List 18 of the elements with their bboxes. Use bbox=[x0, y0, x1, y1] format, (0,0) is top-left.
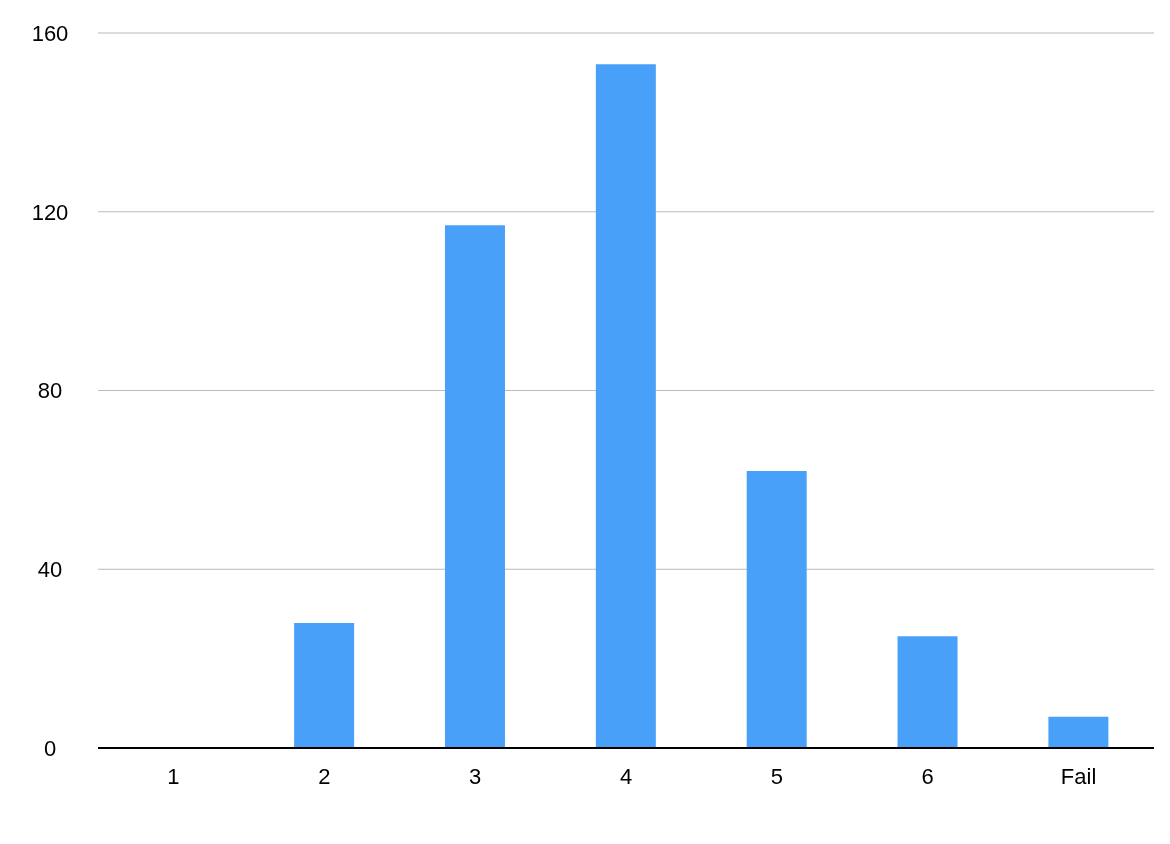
bar bbox=[595, 64, 656, 748]
y-tick-label: 160 bbox=[31, 20, 69, 46]
bar bbox=[444, 225, 505, 748]
y-tick-label: 0 bbox=[43, 735, 57, 761]
bar bbox=[897, 636, 958, 748]
bar bbox=[1048, 716, 1109, 748]
x-tick-label: 3 bbox=[469, 763, 482, 789]
bar bbox=[746, 470, 807, 748]
x-tick-label: 4 bbox=[619, 763, 633, 789]
y-tick-label: 40 bbox=[37, 557, 63, 583]
y-tick-label: 120 bbox=[31, 199, 69, 225]
x-tick-label: 1 bbox=[167, 763, 180, 789]
x-tick-label: 6 bbox=[921, 763, 934, 789]
x-tick-label: 5 bbox=[770, 763, 783, 789]
x-tick-label: Fail bbox=[1060, 763, 1097, 789]
y-tick-label: 80 bbox=[37, 378, 63, 404]
x-tick-label: 2 bbox=[318, 763, 331, 789]
bar bbox=[294, 622, 355, 748]
